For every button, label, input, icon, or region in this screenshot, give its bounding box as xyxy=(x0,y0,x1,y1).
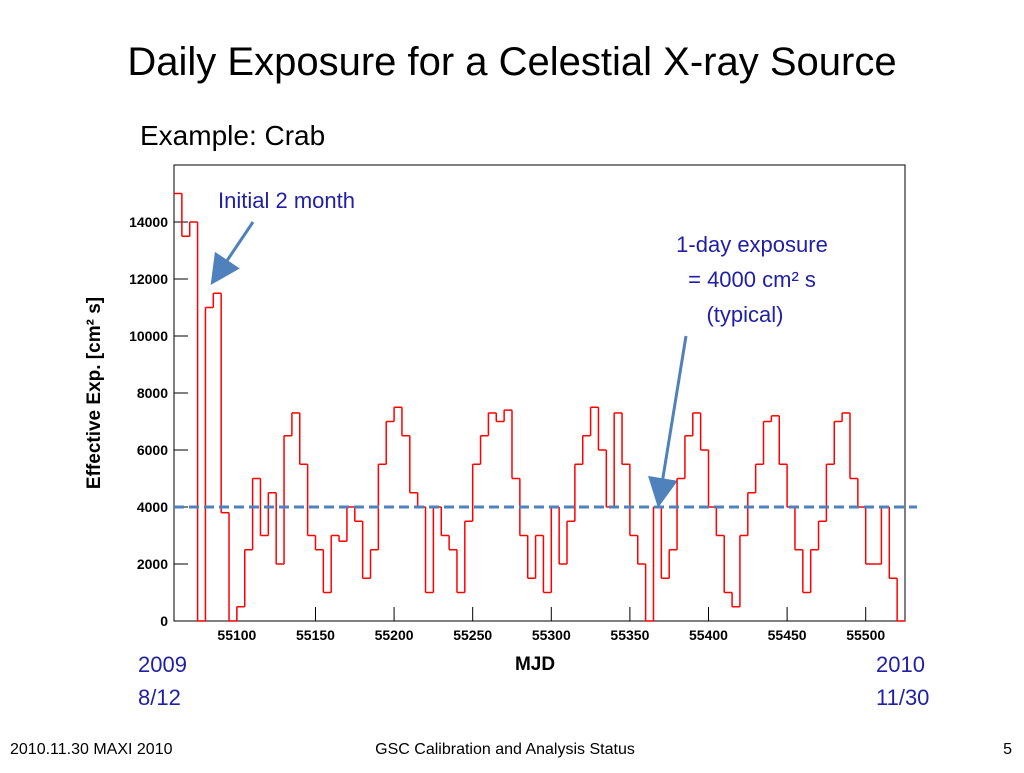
start-date: 2009 xyxy=(138,652,187,677)
y-axis-label: Effective Exp. [cm² s] xyxy=(84,297,105,489)
y-tick-label: 14000 xyxy=(129,214,168,230)
x-tick-label: 55500 xyxy=(846,627,885,643)
y-tick-label: 0 xyxy=(160,613,168,629)
arrow xyxy=(210,221,255,285)
arrow xyxy=(648,335,688,508)
footer-left: 2010.11.30 MAXI 2010 xyxy=(10,741,173,758)
x-tick-label: 55300 xyxy=(532,627,571,643)
y-tick-label: 8000 xyxy=(137,385,168,401)
y-tick-label: 12000 xyxy=(129,271,168,287)
x-tick-label: 55450 xyxy=(768,627,807,643)
x-tick-label: 55350 xyxy=(610,627,649,643)
y-tick-label: 2000 xyxy=(137,556,168,572)
slide-title: Daily Exposure for a Celestial X-ray Sou… xyxy=(127,40,896,84)
annotation: Initial 2 month xyxy=(218,188,355,213)
y-tick-label: 10000 xyxy=(129,328,168,344)
footer-center: GSC Calibration and Analysis Status xyxy=(375,741,635,758)
subtitle: Example: Crab xyxy=(140,120,325,151)
end-date: 11/30 xyxy=(876,685,929,710)
end-date: 2010 xyxy=(876,652,925,677)
annotation: (typical) xyxy=(706,302,783,327)
x-tick-label: 55250 xyxy=(453,627,492,643)
annotation: 1-day exposure xyxy=(676,232,828,257)
start-date: 8/12 xyxy=(138,685,181,710)
x-tick-label: 55150 xyxy=(296,627,335,643)
x-tick-label: 55100 xyxy=(217,627,256,643)
x-axis-label: MJD xyxy=(515,654,555,675)
x-tick-label: 55200 xyxy=(375,627,414,643)
annotation: = 4000 cm² s xyxy=(688,267,816,292)
y-tick-label: 4000 xyxy=(137,499,168,515)
y-tick-label: 6000 xyxy=(137,442,168,458)
footer-right: 5 xyxy=(1003,741,1012,758)
x-tick-label: 55400 xyxy=(689,627,728,643)
